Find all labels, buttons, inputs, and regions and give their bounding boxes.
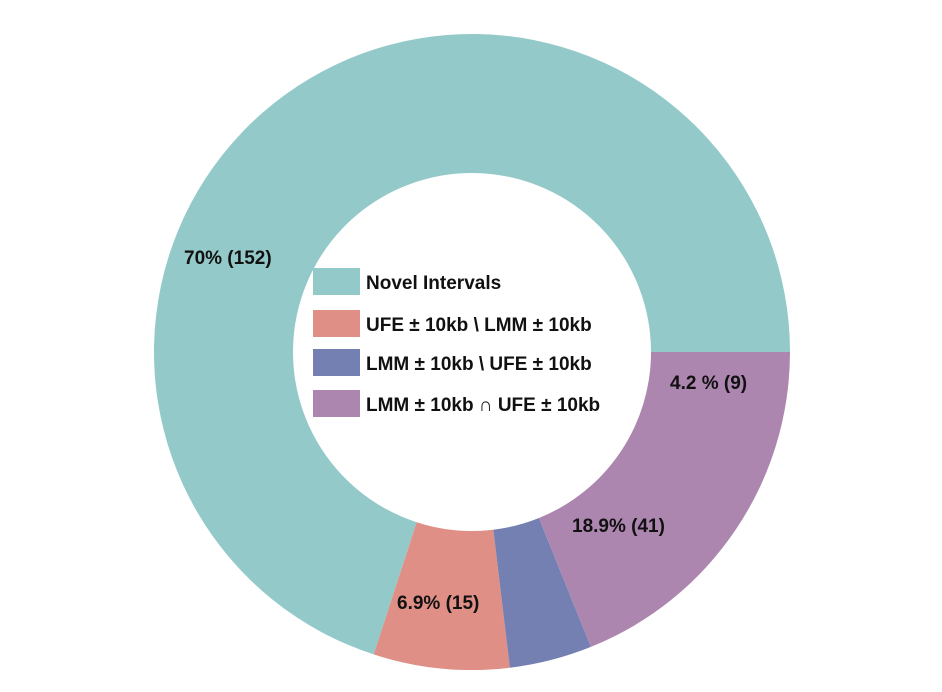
donut-slice-1	[373, 522, 510, 670]
legend-label-novel-intervals: Novel Intervals	[366, 273, 501, 294]
donut-slice-2	[493, 518, 591, 668]
legend-swatch-ufe-minus-lmm	[313, 310, 360, 337]
donut-slices	[153, 33, 790, 670]
legend-label-lmm-and-ufe: LMM ± 10kb ∩ UFE ± 10kb	[366, 395, 600, 416]
legend-item-ufe-minus-lmm: UFE ± 10kb \ LMM ± 10kb	[313, 310, 592, 337]
legend-item-lmm-and-ufe: LMM ± 10kb ∩ UFE ± 10kb	[313, 390, 600, 417]
legend-item-novel-intervals: Novel Intervals	[313, 268, 501, 295]
legend-item-lmm-minus-ufe: LMM ± 10kb \ UFE ± 10kb	[313, 349, 592, 376]
slice-label-ufe-minus-lmm: 6.9% (15)	[397, 593, 479, 614]
donut-slice-3	[538, 352, 790, 647]
slice-label-lmm-minus-ufe: 4.2 % (9)	[670, 373, 747, 394]
legend: Novel Intervals UFE ± 10kb \ LMM ± 10kb …	[313, 268, 600, 417]
legend-swatch-novel-intervals	[313, 268, 360, 295]
slice-labels: 70% (152) 6.9% (15) 4.2 % (9) 18.9% (41)	[184, 248, 747, 614]
legend-swatch-lmm-minus-ufe	[313, 349, 360, 376]
legend-label-lmm-minus-ufe: LMM ± 10kb \ UFE ± 10kb	[366, 354, 592, 375]
legend-swatch-lmm-and-ufe	[313, 390, 360, 417]
slice-label-lmm-and-ufe: 18.9% (41)	[572, 516, 665, 537]
slice-label-novel-intervals: 70% (152)	[184, 248, 272, 269]
donut-slice-0	[153, 33, 790, 655]
legend-label-ufe-minus-lmm: UFE ± 10kb \ LMM ± 10kb	[366, 315, 592, 336]
